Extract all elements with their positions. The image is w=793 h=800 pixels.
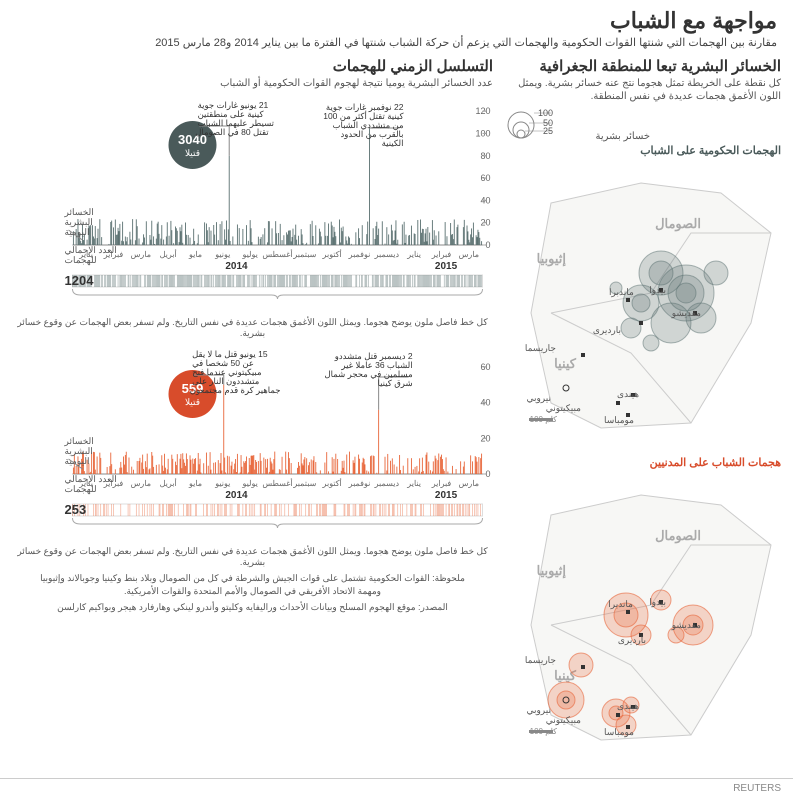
- map-gov: الصومال إثيوبيا كينيا مقديشو بيدوا ماندب…: [521, 163, 781, 443]
- geo-title: الخسائر البشرية تبعا للمنطقة الجغرافية: [501, 57, 781, 75]
- svg-text:نوفمبر: نوفمبر: [348, 479, 371, 488]
- svg-text:يونيو: يونيو: [214, 479, 230, 488]
- legend-circles: 100 50 25: [501, 105, 591, 139]
- svg-text:يونيو: يونيو: [214, 250, 230, 259]
- map1-label: الهجمات الحكومية على الشباب: [501, 144, 781, 157]
- svg-text:جاريسما: جاريسما: [525, 655, 556, 666]
- main-subtitle: مقارنة بين الهجمات التي شنتها القوات الح…: [16, 36, 777, 49]
- svg-text:مارس: مارس: [459, 479, 479, 488]
- main-title: مواجهة مع الشباب: [16, 8, 777, 34]
- svg-text:أغسطس: أغسطس: [262, 248, 292, 259]
- svg-text:إثيوبيا: إثيوبيا: [537, 563, 567, 579]
- svg-text:ديسمبر: ديسمبر: [374, 250, 400, 259]
- svg-text:2015: 2015: [435, 490, 458, 501]
- svg-text:قتيلا: قتيلا: [185, 148, 200, 158]
- svg-text:مقديشو: مقديشو: [671, 620, 701, 631]
- timeline-title: التسلسل الزمني للهجمات: [12, 57, 493, 75]
- svg-text:أغسطس: أغسطس: [262, 477, 292, 488]
- svg-text:أبريل: أبريل: [160, 477, 177, 488]
- svg-text:كلم 100: كلم 100: [530, 727, 558, 736]
- svg-text:مايو: مايو: [188, 250, 202, 259]
- svg-text:2014: 2014: [225, 490, 248, 501]
- svg-text:الصومال: الصومال: [655, 216, 701, 232]
- svg-text:مايو: مايو: [188, 479, 202, 488]
- svg-text:قتيلا: قتيلا: [185, 397, 200, 407]
- svg-text:100: 100: [538, 108, 553, 118]
- svg-text:الخسائرالبشريةاليومية: الخسائرالبشريةاليومية: [64, 207, 94, 238]
- svg-text:بيدوا: بيدوا: [649, 597, 666, 608]
- svg-text:بارديرى: بارديرى: [618, 635, 646, 646]
- svg-text:سبتمبر: سبتمبر: [292, 250, 316, 259]
- svg-text:سبتمبر: سبتمبر: [292, 479, 316, 488]
- svg-text:أكتوبر: أكتوبر: [322, 477, 342, 488]
- svg-text:0: 0: [485, 240, 490, 250]
- svg-text:مقديشو: مقديشو: [671, 308, 701, 319]
- legend-title: خسائر بشرية: [595, 131, 650, 142]
- map2-label: هجمات الشباب على المدنيين: [501, 456, 781, 469]
- svg-text:يوليو: يوليو: [241, 250, 257, 259]
- svg-text:2015: 2015: [435, 261, 458, 272]
- svg-text:إثيوبيا: إثيوبيا: [537, 251, 567, 267]
- svg-text:ديسمبر: ديسمبر: [374, 479, 400, 488]
- svg-text:هيندى: هيندى: [617, 701, 639, 711]
- svg-text:فبراير: فبراير: [431, 250, 452, 259]
- svg-text:يوليو: يوليو: [241, 479, 257, 488]
- note: ملحوظة: القوات الحكومية تشتمل على قوات ا…: [32, 572, 473, 597]
- svg-text:1204: 1204: [65, 273, 95, 288]
- svg-text:21 يونيو غارات جوية كينية على: 21 يونيو غارات جوية كينية على منطقتين تس…: [195, 100, 274, 138]
- footer-brand: REUTERS: [733, 783, 781, 794]
- source: المصدر: موقع الهجوم المسلح وبيانات الأحد…: [32, 601, 473, 614]
- chart2-caption: كل خط فاصل ملون يوضح هجوما. ويمثل اللون …: [12, 546, 493, 568]
- svg-text:22 نوفمبر غارات جوية كينية تقت: 22 نوفمبر غارات جوية كينية تقتل أكثر من …: [321, 102, 405, 148]
- chart1-caption: كل خط فاصل ملون يوضح هجوما. ويمثل اللون …: [12, 317, 493, 339]
- map-civ: الصومال إثيوبيا كينيا مقديشو بيدوا ماندب…: [521, 475, 781, 755]
- svg-text:مارس: مارس: [459, 250, 479, 259]
- svg-text:ماندبرا: ماندبرا: [608, 599, 633, 610]
- svg-text:كلم 100: كلم 100: [530, 415, 558, 424]
- svg-text:كينيا: كينيا: [554, 356, 577, 371]
- svg-text:مارس: مارس: [131, 250, 151, 259]
- svg-text:يناير: يناير: [406, 250, 421, 259]
- geo-subtitle: كل نقطة على الخريطة تمثل هجوما نتج عنه خ…: [501, 77, 781, 103]
- svg-text:جاريسما: جاريسما: [525, 343, 556, 354]
- svg-text:15 يونيو قتل ما لا يقل عن 50 ش: 15 يونيو قتل ما لا يقل عن 50 شخصا في مبي…: [190, 349, 281, 396]
- timeline-sub: عدد الخسائر البشرية يوميا نتيجة لهجوم ال…: [12, 77, 493, 90]
- svg-text:بارديرى: بارديرى: [593, 325, 621, 336]
- svg-text:25: 25: [543, 126, 553, 136]
- svg-text:253: 253: [65, 502, 87, 517]
- svg-text:بيدوا: بيدوا: [649, 285, 666, 296]
- chart-civ: 0204060ينايرفبرايرمارسأبريلمايويونيويولي…: [12, 339, 493, 539]
- svg-text:فبراير: فبراير: [431, 479, 452, 488]
- svg-text:2 ديسمبر قتل متشددو الشباب 36: 2 ديسمبر قتل متشددو الشباب 36 عاملا غير …: [322, 351, 413, 389]
- svg-text:0: 0: [485, 469, 490, 479]
- svg-text:مومباسا: مومباسا: [604, 415, 634, 426]
- svg-text:مومباسا: مومباسا: [604, 727, 634, 738]
- chart-gov: 020406080100120ينايرفبرايرمارسأبريلمايوي…: [12, 90, 493, 310]
- svg-text:مبيكيتوني: مبيكيتوني: [546, 403, 581, 414]
- svg-text:أبريل: أبريل: [160, 248, 177, 259]
- svg-text:2014: 2014: [225, 261, 248, 272]
- svg-text:مبيكيتوني: مبيكيتوني: [546, 715, 581, 726]
- svg-text:هيندى: هيندى: [617, 389, 639, 399]
- svg-text:الصومال: الصومال: [655, 528, 701, 544]
- svg-text:مارس: مارس: [131, 479, 151, 488]
- svg-text:أكتوبر: أكتوبر: [322, 248, 342, 259]
- svg-text:يناير: يناير: [406, 479, 421, 488]
- svg-text:نوفمبر: نوفمبر: [348, 250, 371, 259]
- svg-text:ماندبرا: ماندبرا: [609, 287, 634, 298]
- svg-text:الخسائرالبشريةاليومية: الخسائرالبشريةاليومية: [64, 436, 94, 467]
